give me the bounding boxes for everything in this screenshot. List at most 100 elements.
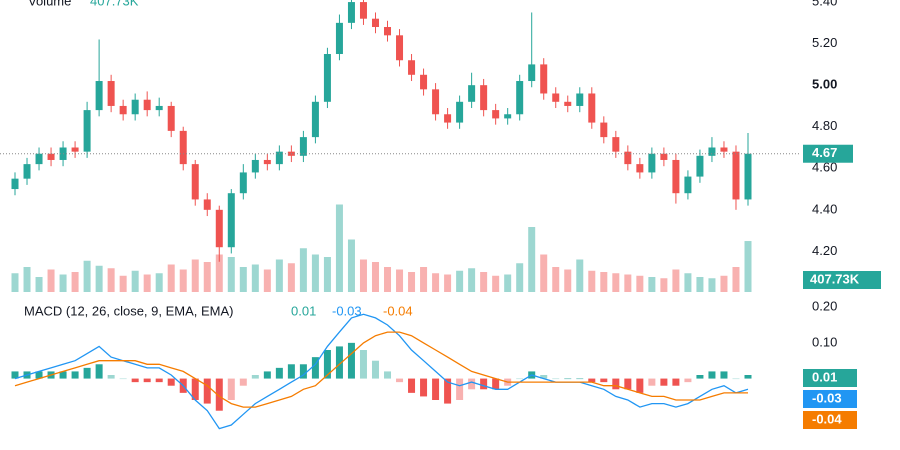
volume-bar	[456, 270, 464, 292]
volume-bar	[143, 274, 151, 292]
candle-body	[708, 147, 716, 156]
histogram-bar	[396, 378, 404, 383]
volume-bar	[720, 275, 728, 292]
candle-body	[335, 22, 343, 55]
histogram-bar	[359, 350, 367, 379]
histogram-bar	[239, 378, 247, 386]
candle-body	[131, 99, 139, 115]
histogram-bar	[167, 378, 175, 386]
macd-legend-value: -0.04	[383, 303, 413, 318]
candle-body	[516, 81, 524, 115]
volume-bar	[239, 267, 247, 292]
last-price-badge	[803, 144, 853, 163]
volume-bar	[600, 272, 608, 292]
histogram-bar	[275, 367, 283, 379]
volume-bar	[191, 259, 199, 292]
histogram-bar	[287, 364, 295, 379]
volume-bar	[420, 267, 428, 292]
volume-legend-value: 407.73K	[90, 0, 139, 8]
histogram-bar	[131, 378, 139, 383]
histogram-bar	[311, 357, 319, 379]
histogram-bar	[95, 364, 103, 379]
candle-body	[636, 164, 644, 173]
volume-bar	[432, 273, 440, 292]
candle-body	[612, 137, 620, 152]
histogram-bar	[347, 342, 355, 379]
volume-bar	[444, 274, 452, 292]
volume-bar	[323, 257, 331, 292]
y-tick-label: 4.40	[812, 201, 837, 216]
candle-body	[684, 176, 692, 194]
candle-body	[71, 147, 79, 152]
candle-body	[239, 172, 247, 194]
volume-bar	[275, 259, 283, 292]
volume-bar	[552, 267, 560, 292]
histogram-bar	[420, 378, 428, 397]
candle-body	[480, 85, 488, 111]
candle-body	[660, 153, 668, 160]
volume-bar	[528, 227, 536, 292]
histogram-bar	[696, 375, 704, 379]
candle-body	[371, 18, 379, 28]
candle-body	[23, 164, 31, 179]
macd-badge	[803, 411, 857, 429]
volume-badge	[803, 271, 881, 289]
histogram-bar	[203, 378, 211, 404]
y-tick-label: 4.60	[812, 160, 837, 175]
volume-badge-label: 407.73K	[810, 271, 860, 286]
histogram-bar	[35, 371, 43, 379]
candle-body	[251, 159, 259, 173]
histogram-bar	[384, 371, 392, 379]
volume-bar	[516, 263, 524, 292]
histogram-bar	[408, 378, 416, 393]
candle-body	[47, 153, 55, 160]
candle-body	[203, 199, 211, 210]
candle-body	[576, 93, 584, 106]
volume-bar	[335, 204, 343, 292]
volume-bar	[660, 278, 668, 292]
macd-legend-value: -0.03	[332, 303, 362, 318]
candle-body	[35, 153, 43, 165]
volume-bar	[347, 239, 355, 292]
candle-body	[456, 101, 464, 123]
histogram-bar	[600, 378, 608, 383]
candle-body	[275, 151, 283, 165]
volume-bar	[732, 267, 740, 292]
candle-body	[311, 101, 319, 138]
histogram-bar	[588, 378, 596, 383]
histogram-bar	[11, 371, 19, 379]
volume-bar	[576, 259, 584, 292]
volume-bar	[684, 273, 692, 292]
candle-body	[468, 85, 476, 102]
volume-bar	[492, 275, 500, 292]
volume-bar	[83, 260, 91, 292]
y-tick-label: 5.00	[812, 77, 837, 92]
volume-bar	[480, 272, 488, 292]
volume-bar	[215, 254, 223, 292]
volume-bar	[672, 269, 680, 292]
histogram-bar	[516, 378, 524, 380]
volume-bar	[179, 269, 187, 292]
histogram-bar	[564, 378, 572, 380]
candle-body	[696, 155, 704, 177]
candle-body	[263, 159, 271, 165]
histogram-bar	[432, 378, 440, 400]
volume-bar	[504, 274, 512, 292]
histogram-bar	[227, 378, 235, 400]
candle-body	[552, 93, 560, 102]
volume-bar	[612, 273, 620, 292]
volume-bar	[23, 267, 31, 292]
candle-body	[191, 164, 199, 200]
last-price-label: 4.67	[812, 145, 837, 160]
y-tick-label: 4.20	[812, 243, 837, 258]
candle-body	[143, 99, 151, 111]
volume-bar	[155, 273, 163, 292]
candle-body	[155, 105, 163, 111]
volume-bar	[119, 275, 127, 292]
candle-body	[179, 130, 187, 165]
candle-body	[408, 60, 416, 75]
histogram-bar	[576, 378, 584, 380]
candle-body	[95, 81, 103, 111]
candle-body	[119, 105, 127, 115]
volume-bar	[359, 259, 367, 292]
